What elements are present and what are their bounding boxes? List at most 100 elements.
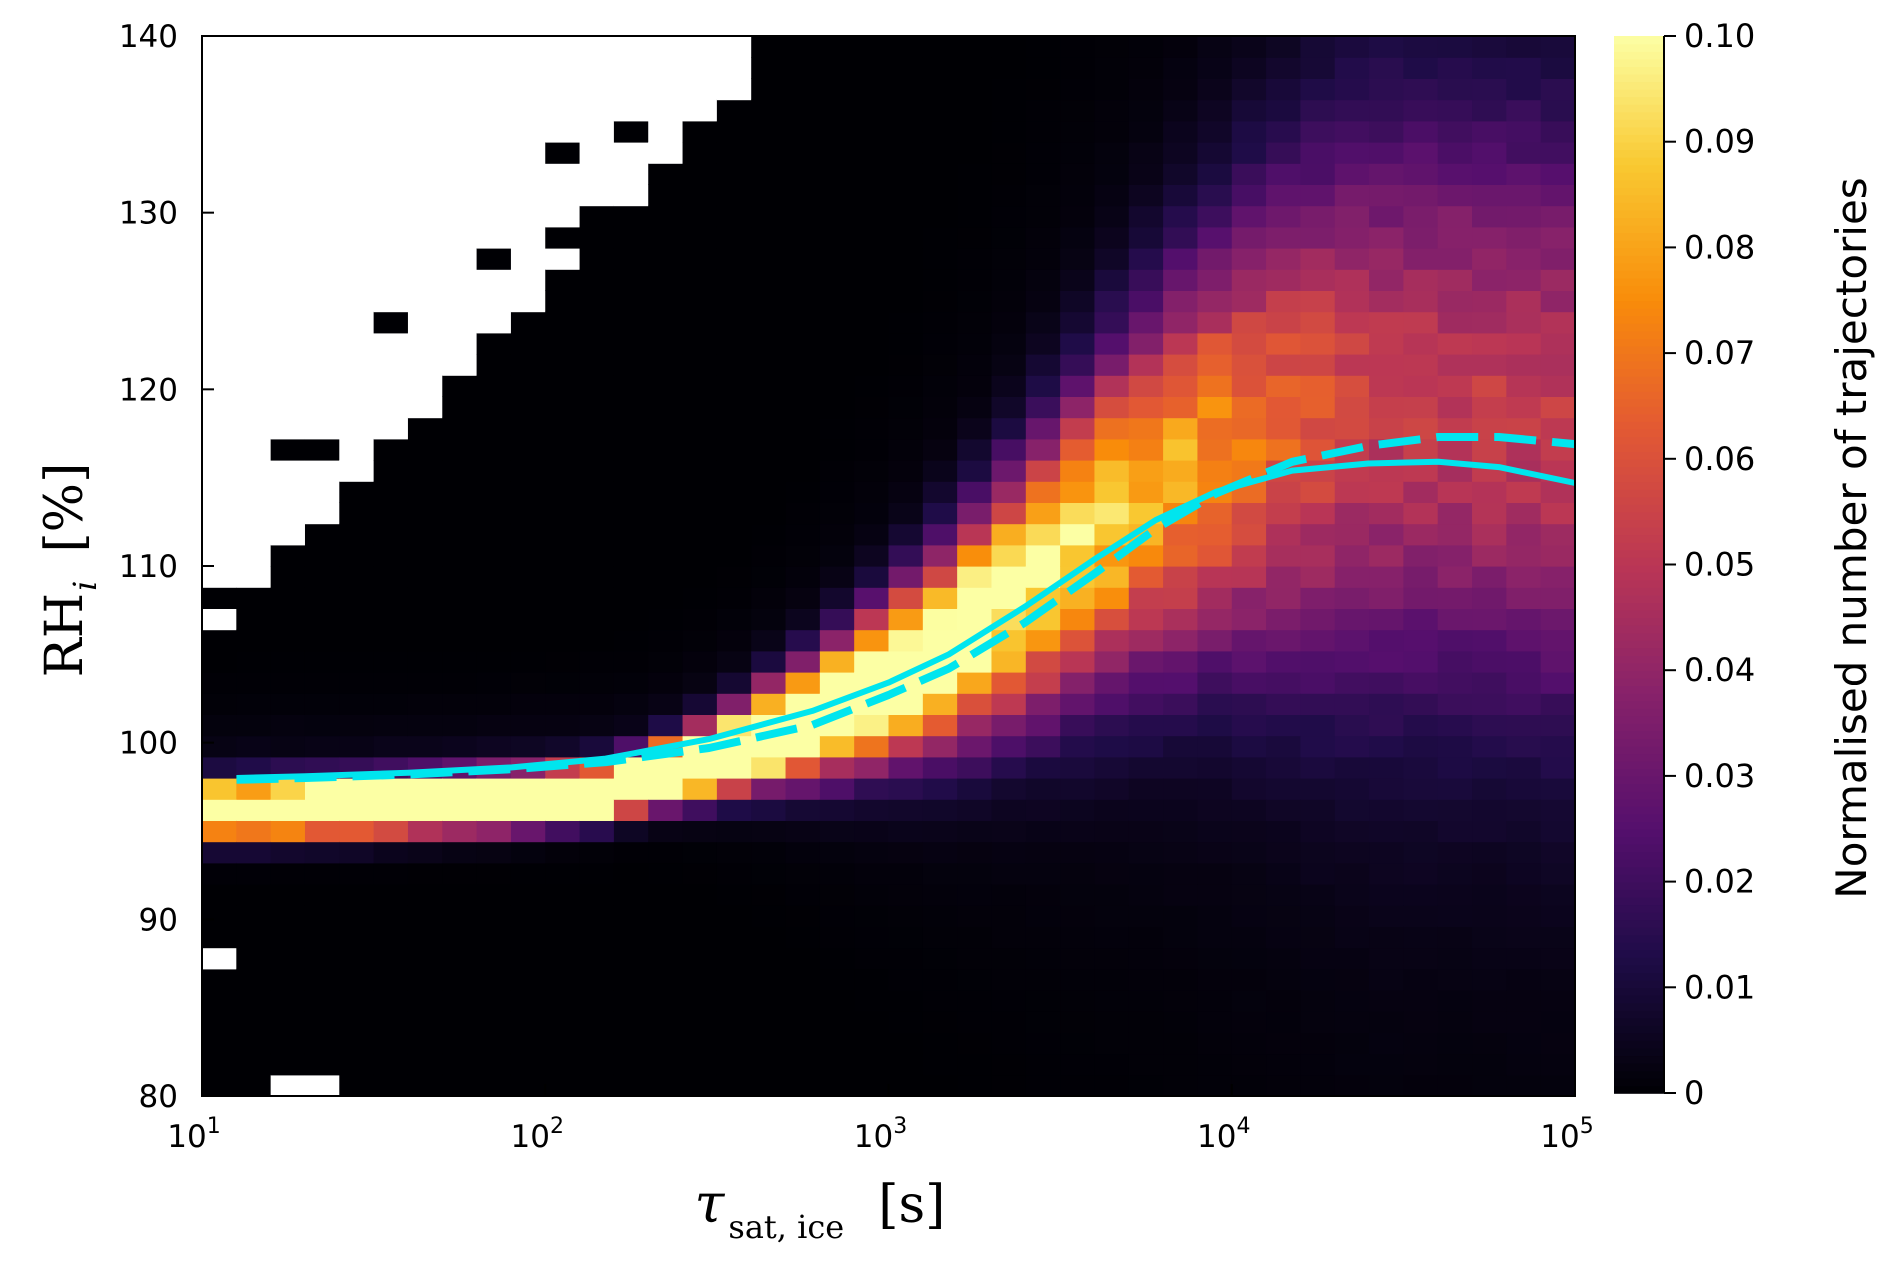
heatmap-cell	[819, 417, 855, 440]
heatmap-cell	[991, 290, 1027, 313]
heatmap-cell	[922, 163, 958, 185]
heatmap-cell	[819, 905, 855, 927]
heatmap-cell	[545, 120, 581, 143]
heatmap-cell	[1472, 99, 1507, 122]
heatmap-cell	[957, 608, 993, 631]
colorbar-segment	[1614, 451, 1664, 460]
heatmap-cell	[442, 778, 478, 800]
heatmap-cell	[1472, 248, 1507, 270]
colorbar-segment	[1614, 383, 1664, 392]
heatmap-cell	[1197, 862, 1233, 885]
heatmap-cell	[407, 523, 443, 546]
heatmap-cell	[854, 1011, 890, 1033]
heatmap-cell	[1540, 714, 1576, 737]
heatmap-cell	[1197, 163, 1233, 185]
colorbar-segment	[1614, 1040, 1664, 1049]
heatmap-cell	[716, 502, 752, 525]
heatmap-cell	[957, 566, 993, 588]
heatmap-cell	[1300, 1032, 1336, 1055]
heatmap-cell	[202, 693, 237, 715]
heatmap-cell	[442, 968, 478, 991]
heatmap-cell	[1472, 142, 1507, 164]
heatmap-cell	[957, 99, 993, 122]
colorbar-segment	[1614, 972, 1664, 981]
heatmap-cell	[1334, 587, 1370, 609]
heatmap-cell	[270, 375, 306, 397]
colorbar-segment	[1614, 632, 1664, 641]
heatmap-cell	[476, 926, 512, 949]
heatmap-cell	[1197, 226, 1233, 249]
heatmap-cell	[819, 608, 855, 631]
heatmap-cell	[682, 587, 718, 609]
heatmap-cell	[819, 862, 855, 885]
heatmap-cell	[1369, 735, 1404, 758]
heatmap-cell	[1197, 841, 1233, 864]
heatmap-cell	[339, 714, 375, 737]
heatmap-cell	[785, 650, 821, 673]
heatmap-cell	[1506, 672, 1542, 694]
heatmap-cell	[854, 566, 890, 588]
heatmap-cell	[716, 184, 752, 207]
heatmap-cell	[991, 650, 1027, 673]
heatmap-cell	[545, 184, 581, 207]
heatmap-cell	[1540, 1053, 1576, 1076]
heatmap-cell	[682, 841, 718, 864]
heatmap-cell	[1266, 990, 1302, 1012]
heatmap-cell	[648, 78, 684, 101]
heatmap-cell	[991, 905, 1027, 927]
heatmap-cell	[442, 57, 478, 79]
heatmap-cell	[1369, 142, 1404, 164]
heatmap-cell	[1472, 78, 1507, 101]
heatmap-cell	[579, 502, 615, 525]
heatmap-cell	[648, 1011, 684, 1033]
heatmap-cell	[407, 248, 443, 270]
heatmap-cell	[1437, 163, 1473, 185]
heatmap-cell	[1060, 735, 1096, 758]
heatmap-cell	[476, 354, 512, 376]
heatmap-cell	[476, 629, 512, 652]
heatmap-cell	[1540, 968, 1576, 991]
heatmap-cell	[304, 884, 340, 906]
heatmap-cell	[339, 120, 375, 143]
heatmap-cell	[442, 672, 478, 694]
heatmap-cell	[957, 544, 993, 567]
colorbar-segment	[1614, 405, 1664, 415]
heatmap-cell	[716, 926, 752, 949]
heatmap-cell	[339, 862, 375, 885]
heatmap-cell	[1231, 1074, 1267, 1097]
heatmap-cell	[991, 926, 1027, 949]
heatmap-cell	[888, 841, 924, 864]
heatmap-cell	[1094, 142, 1130, 164]
colorbar-segment	[1614, 987, 1664, 996]
heatmap-cell	[682, 756, 718, 779]
colorbar-segment	[1614, 66, 1664, 75]
heatmap-cell	[270, 608, 306, 631]
heatmap-cell	[1163, 672, 1199, 694]
x-tick-label: 104	[1197, 1114, 1250, 1155]
colorbar-segment	[1614, 73, 1664, 83]
heatmap-cell	[1128, 57, 1164, 79]
heatmap-cell	[716, 226, 752, 249]
heatmap-cell	[1025, 862, 1061, 885]
heatmap-cell	[442, 1032, 478, 1055]
heatmap-cell	[476, 608, 512, 631]
heatmap-cell	[1128, 1011, 1164, 1033]
heatmap-cell	[957, 226, 993, 249]
heatmap-cell	[716, 756, 752, 779]
heatmap-cell	[716, 481, 752, 503]
heatmap-cell	[1025, 290, 1061, 313]
heatmap-cell	[510, 735, 546, 758]
heatmap-cell	[270, 990, 306, 1012]
heatmap-cell	[202, 248, 237, 270]
heatmap-cell	[888, 1053, 924, 1076]
heatmap-cell	[339, 735, 375, 758]
heatmap-cell	[476, 396, 512, 419]
heatmap-cell	[1025, 1053, 1061, 1076]
heatmap-cell	[785, 884, 821, 906]
heatmap-cell	[854, 481, 890, 503]
heatmap-cell	[957, 36, 993, 58]
heatmap-cell	[476, 968, 512, 991]
heatmap-cell	[1266, 862, 1302, 885]
heatmap-cell	[1094, 672, 1130, 694]
heatmap-cell	[304, 120, 340, 143]
